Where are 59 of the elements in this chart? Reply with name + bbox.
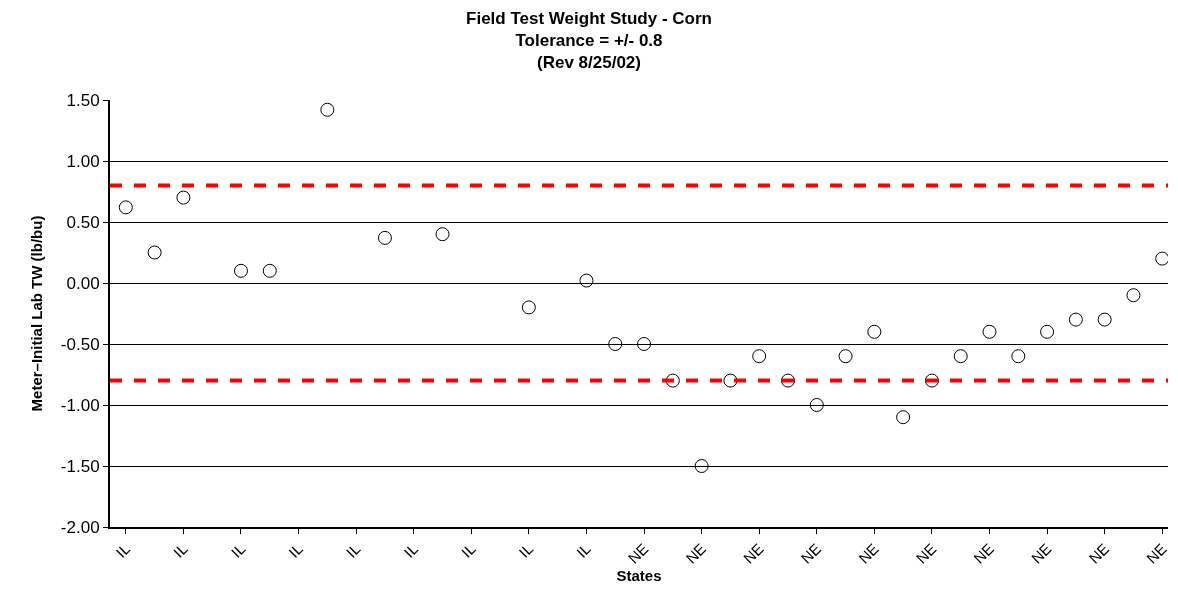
point [176,190,191,205]
x-tick-label: IL [457,539,479,561]
x-tick-label: IL [515,539,537,561]
point [1068,312,1083,327]
x-tick-label: IL [112,539,134,561]
point [637,337,652,351]
point [867,324,882,339]
x-tick-label: NE [1027,539,1055,567]
point [694,459,709,473]
y-tick-label: -1.00 [60,395,100,415]
point [234,263,248,278]
point [1011,349,1026,364]
point [838,349,853,364]
y-tick-label: -1.50 [60,456,100,476]
x-tick-label: NE [739,539,767,567]
point [147,245,162,260]
x-tick-label: NE [855,539,882,567]
y-tick-label: -2.00 [60,517,100,537]
x-tick-label: NE [912,539,940,567]
y-tick-label: 1.00 [66,151,100,171]
x-tick-label: NE [624,539,652,567]
x-tick-label: NE [970,539,997,567]
point [896,410,911,425]
y-tick-label: 0.00 [66,273,100,293]
point [435,227,450,242]
x-tick-label: NE [1142,539,1170,567]
point [1097,312,1112,327]
x-tick-label: IL [227,539,249,561]
x-tick-label: NE [682,539,710,567]
y-tick-label: -0.50 [60,334,100,354]
chart-title: Field Test Weight Study - Corn Tolerance = +/- 0.8 (Rev 8/25/02) [466,8,712,73]
x-tick-label: NE [1085,539,1113,567]
point [1126,288,1141,303]
x-tick-label: IL [400,539,422,561]
point [723,373,738,388]
point [752,349,767,364]
point [809,398,824,412]
x-tick-label: IL [169,539,191,561]
point [377,230,392,245]
x-tick-label: IL [342,539,364,561]
point [521,300,536,315]
point [320,102,335,117]
y-tick-label: 0.50 [66,212,100,232]
x-tick-label: IL [573,539,594,561]
point [982,324,997,339]
point [608,337,623,351]
point [579,273,594,288]
x-axis-title: States [616,567,662,585]
point [924,373,939,388]
point [953,349,968,364]
y-tick-label: 1.50 [66,90,100,110]
point [665,373,680,388]
point [262,263,277,278]
point [780,373,795,388]
x-tick-label: NE [797,539,825,567]
point [118,200,133,215]
point [1040,324,1055,339]
y-axis-title: Meter–Initial Lab TW (lb/bu) [27,215,45,412]
x-tick-label: IL [285,539,306,561]
